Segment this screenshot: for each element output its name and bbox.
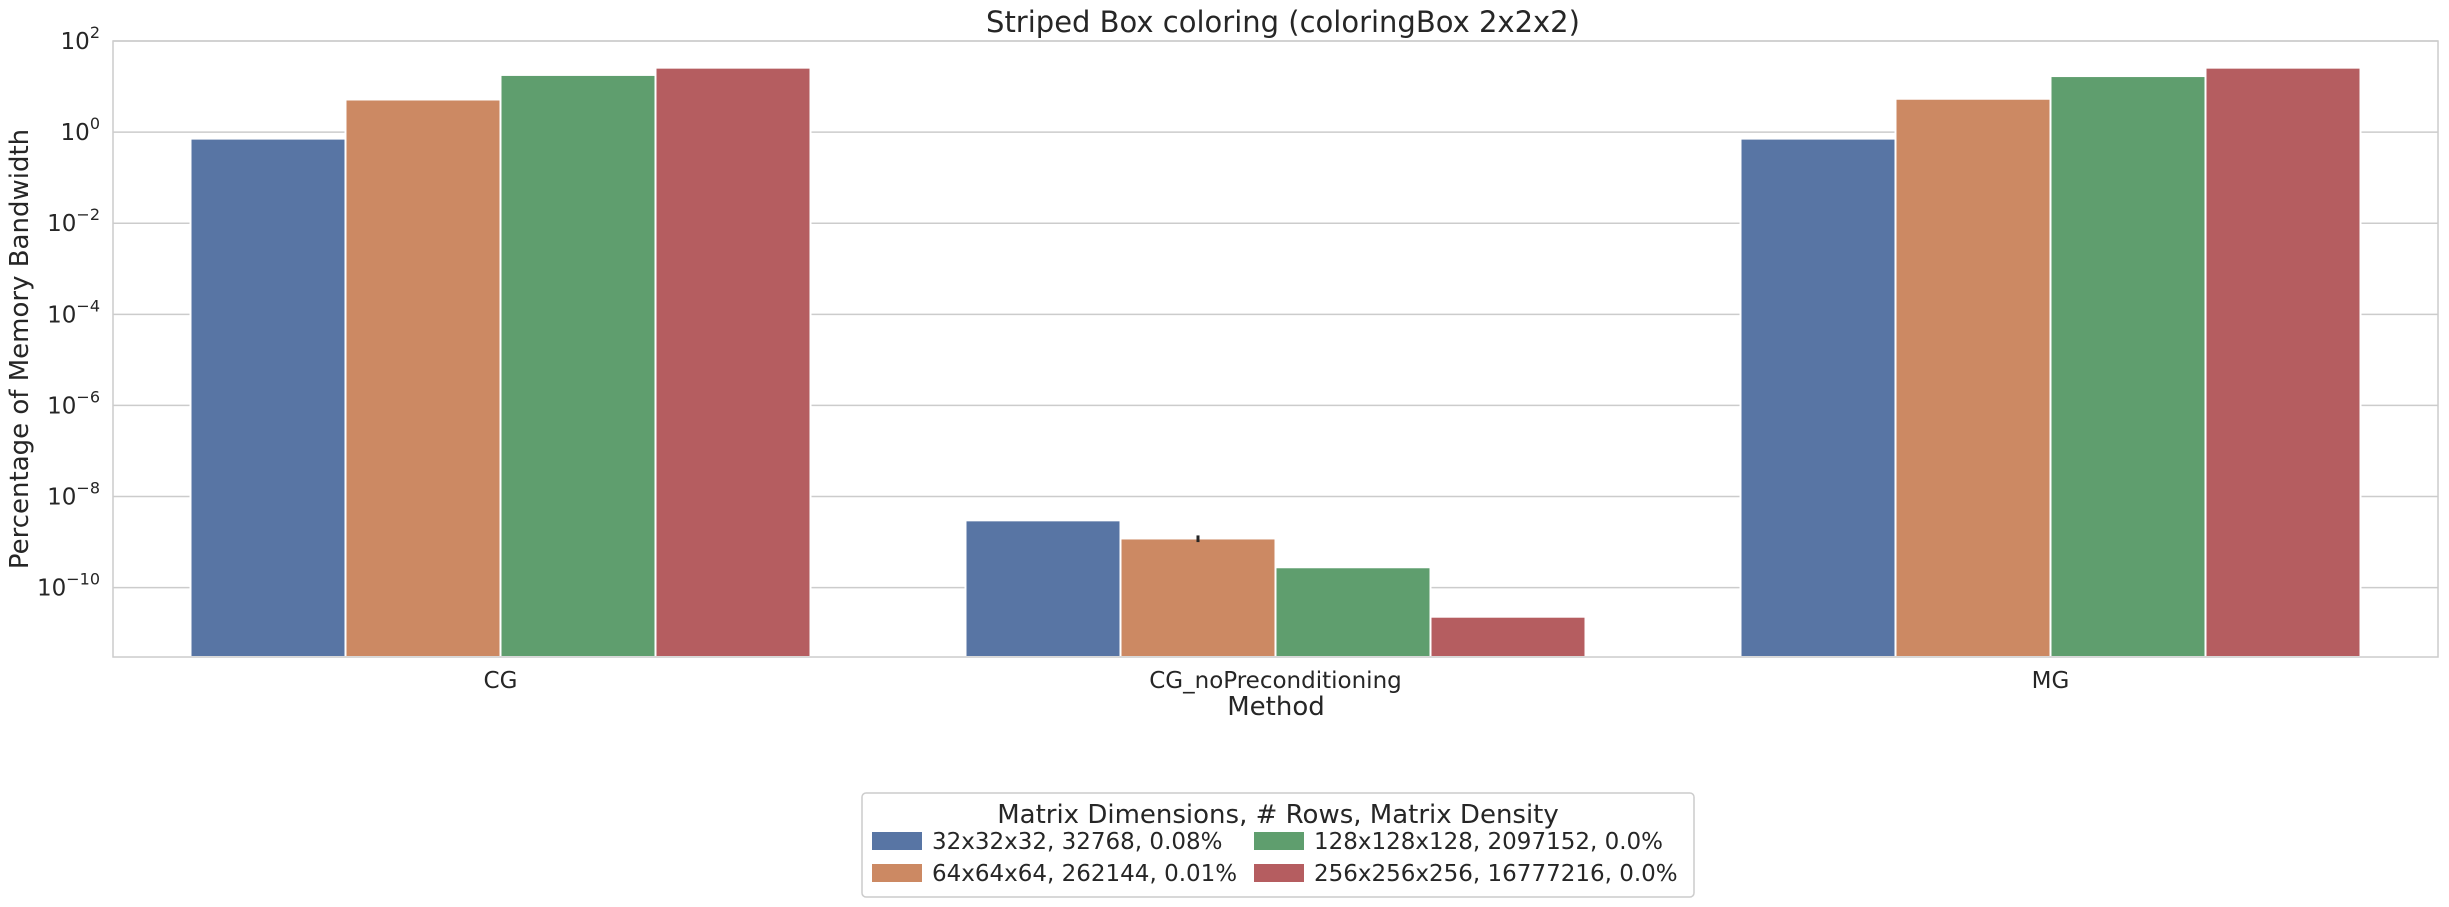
legend-label: 128x128x128, 2097152, 0.0% [1314, 829, 1663, 855]
y-tick-label: 10−2 [47, 205, 100, 237]
y-tick-label: 10−10 [37, 570, 100, 602]
legend-label: 256x256x256, 16777216, 0.0% [1314, 861, 1678, 887]
y-tick-label: 102 [61, 23, 100, 55]
bar [1274, 566, 1432, 658]
x-tick-label: MG [2032, 668, 2070, 694]
x-axis-label: Method [1227, 692, 1325, 722]
chart-title: Striped Box coloring (coloringBox 2x2x2) [986, 5, 1580, 39]
legend-swatch [872, 864, 922, 882]
y-tick-labels: 102 100 10−2 10−4 10−6 10−8 10−10 [37, 23, 100, 602]
bar [2049, 75, 2207, 658]
legend-label: 64x64x64, 262144, 0.01% [932, 861, 1237, 887]
legend-swatch [1254, 864, 1304, 882]
x-tick-label: CG_noPreconditioning [1149, 668, 1402, 694]
legend-title: Matrix Dimensions, # Rows, Matrix Densit… [997, 800, 1559, 830]
bar [344, 98, 502, 658]
y-tick-label: 10−8 [47, 479, 100, 511]
y-tick-label: 100 [61, 114, 100, 146]
bar [499, 73, 657, 659]
legend-entries: 32x32x32, 32768, 0.08% 64x64x64, 262144, … [872, 829, 1678, 887]
x-tick-label: CG [484, 668, 518, 694]
bar [1739, 137, 1897, 659]
bar [189, 137, 347, 659]
bar [2204, 66, 2362, 658]
legend-swatch [1254, 832, 1304, 850]
bar [1119, 537, 1277, 659]
bar [1429, 615, 1587, 659]
y-tick-label: 10−4 [47, 296, 100, 328]
bars [189, 66, 2362, 659]
y-axis-label: Percentage of Memory Bandwidth [5, 129, 35, 569]
legend: Matrix Dimensions, # Rows, Matrix Densit… [861, 792, 1695, 898]
bar [1894, 97, 2052, 658]
bar [964, 519, 1122, 658]
y-tick-label: 10−6 [47, 387, 100, 419]
legend-swatch [872, 832, 922, 850]
legend-label: 32x32x32, 32768, 0.08% [932, 829, 1223, 855]
bar [654, 66, 812, 658]
plot-frame [112, 40, 2439, 658]
x-tick-labels: CG CG_noPreconditioning MG [484, 668, 2070, 694]
